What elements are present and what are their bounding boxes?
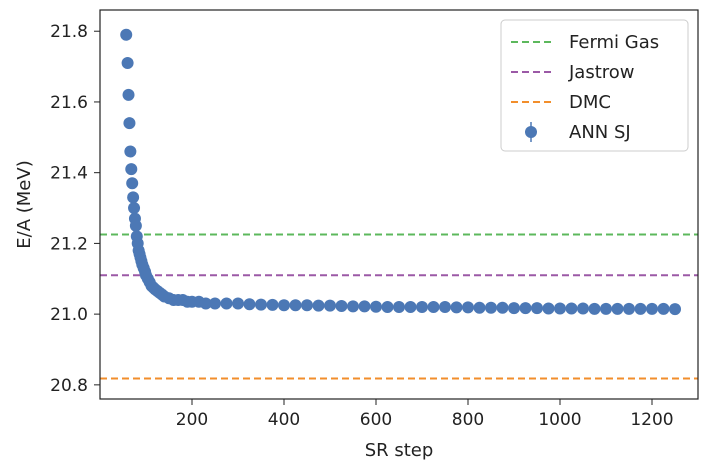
- data-point: [121, 57, 134, 70]
- data-point: [129, 219, 142, 232]
- data-point: [623, 302, 635, 315]
- data-point: [124, 145, 137, 158]
- data-point: [128, 202, 141, 215]
- reference-lines: [100, 233, 698, 380]
- data-point: [278, 299, 290, 312]
- data-points: [120, 28, 681, 316]
- data-point: [381, 301, 394, 314]
- data-point: [542, 302, 555, 315]
- data-point: [125, 163, 138, 176]
- x-tick-label: 200: [176, 410, 208, 430]
- data-point: [519, 302, 532, 315]
- data-point: [209, 297, 221, 310]
- legend-label-ann-sj: ANN SJ: [569, 122, 631, 143]
- data-point: [199, 297, 212, 310]
- data-point: [577, 302, 589, 315]
- x-tick-label: 1000: [538, 410, 581, 430]
- plot-frame: [99, 9, 699, 400]
- data-point: [657, 302, 670, 315]
- data-point: [473, 301, 486, 314]
- x-tick-label: 600: [360, 410, 392, 430]
- data-point: [416, 301, 428, 314]
- y-tick-label: 21.2: [50, 234, 88, 254]
- data-point: [450, 301, 463, 314]
- y-tick-label: 20.8: [50, 376, 88, 396]
- y-tick-label: 21.6: [50, 93, 88, 113]
- data-point: [404, 301, 417, 314]
- data-point: [634, 302, 647, 315]
- x-tick-label: 800: [452, 410, 484, 430]
- data-point: [243, 298, 256, 311]
- legend: Fermi Gas Jastrow DMC ANN SJ: [500, 19, 689, 152]
- y-tick-label: 21.0: [50, 305, 88, 325]
- data-point: [508, 302, 520, 315]
- data-point: [335, 299, 348, 312]
- x-axis-ticks: 200 400 600 800 1000 1200: [176, 399, 674, 430]
- data-point: [232, 297, 244, 310]
- y-tick-label: 21.4: [50, 164, 88, 184]
- data-point: [347, 300, 359, 313]
- data-point: [611, 302, 624, 315]
- data-point: [646, 302, 658, 315]
- legend-label-jastrow: Jastrow: [568, 62, 635, 83]
- legend-box: [500, 19, 689, 152]
- data-point: [358, 300, 371, 313]
- x-axis-label: SR step: [365, 440, 434, 461]
- data-point: [554, 302, 566, 315]
- data-point: [324, 299, 336, 312]
- data-point: [266, 298, 279, 311]
- data-point: [122, 88, 135, 101]
- data-point: [393, 301, 405, 314]
- data-point: [427, 301, 440, 314]
- data-point: [312, 299, 325, 312]
- data-point: [126, 177, 139, 190]
- data-point: [669, 303, 681, 316]
- data-point: [123, 117, 136, 130]
- x-tick-label: 400: [268, 410, 300, 430]
- data-point: [600, 302, 612, 315]
- data-point: [301, 299, 313, 312]
- y-axis-label: E/A (MeV): [14, 160, 35, 248]
- data-point: [289, 299, 302, 312]
- y-axis-ticks: 20.8 21.0 21.2 21.4 21.6 21.8: [50, 22, 100, 396]
- data-point: [439, 301, 451, 314]
- data-point: [485, 301, 497, 314]
- data-point: [531, 302, 543, 315]
- data-point: [462, 301, 474, 314]
- data-point: [496, 301, 509, 314]
- data-point: [565, 302, 578, 315]
- data-point: [255, 298, 267, 311]
- legend-label-dmc: DMC: [569, 92, 611, 113]
- y-tick-label: 21.8: [50, 22, 88, 42]
- data-point: [370, 300, 382, 313]
- data-point: [588, 302, 601, 315]
- data-point: [120, 28, 133, 41]
- data-point: [220, 297, 233, 310]
- legend-label-fermi-gas: Fermi Gas: [569, 32, 659, 53]
- data-point: [127, 191, 140, 204]
- legend-swatch-ann-sj: [525, 126, 537, 138]
- x-tick-label: 1200: [630, 410, 673, 430]
